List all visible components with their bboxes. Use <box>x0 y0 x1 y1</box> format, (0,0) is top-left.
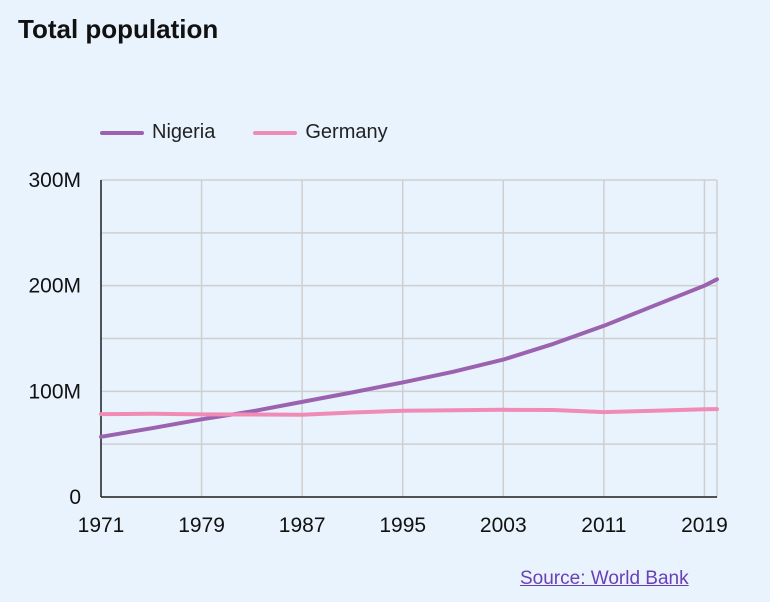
series-line-nigeria <box>99 277 719 439</box>
series-line-germany <box>99 407 719 417</box>
y-tick-label: 100M <box>28 380 81 403</box>
x-tick-label: 2011 <box>581 514 626 537</box>
legend-item-germany[interactable]: Germany <box>253 121 388 144</box>
x-tick-label: 2019 <box>681 514 728 537</box>
y-tick-label: 0 <box>69 486 81 509</box>
x-tick-label: 1995 <box>379 514 426 537</box>
x-tick-label: 1971 <box>78 514 125 537</box>
legend-label-nigeria: Nigeria <box>152 121 216 143</box>
x-tick-label: 2003 <box>480 514 527 537</box>
legend-item-nigeria[interactable]: Nigeria <box>100 121 215 144</box>
y-tick-label: 300M <box>28 169 81 192</box>
x-tick-label: 1979 <box>178 514 225 537</box>
legend-swatch-nigeria <box>100 130 144 135</box>
legend-swatch-germany <box>253 130 298 135</box>
legend-label-germany: Germany <box>305 121 388 143</box>
x-tick-label: 1987 <box>279 514 326 537</box>
legend: Nigeria Germany <box>100 121 388 144</box>
chart-title: Total population <box>18 14 219 44</box>
y-tick-label: 200M <box>28 275 81 298</box>
source-link[interactable]: Source: World Bank <box>520 568 689 589</box>
